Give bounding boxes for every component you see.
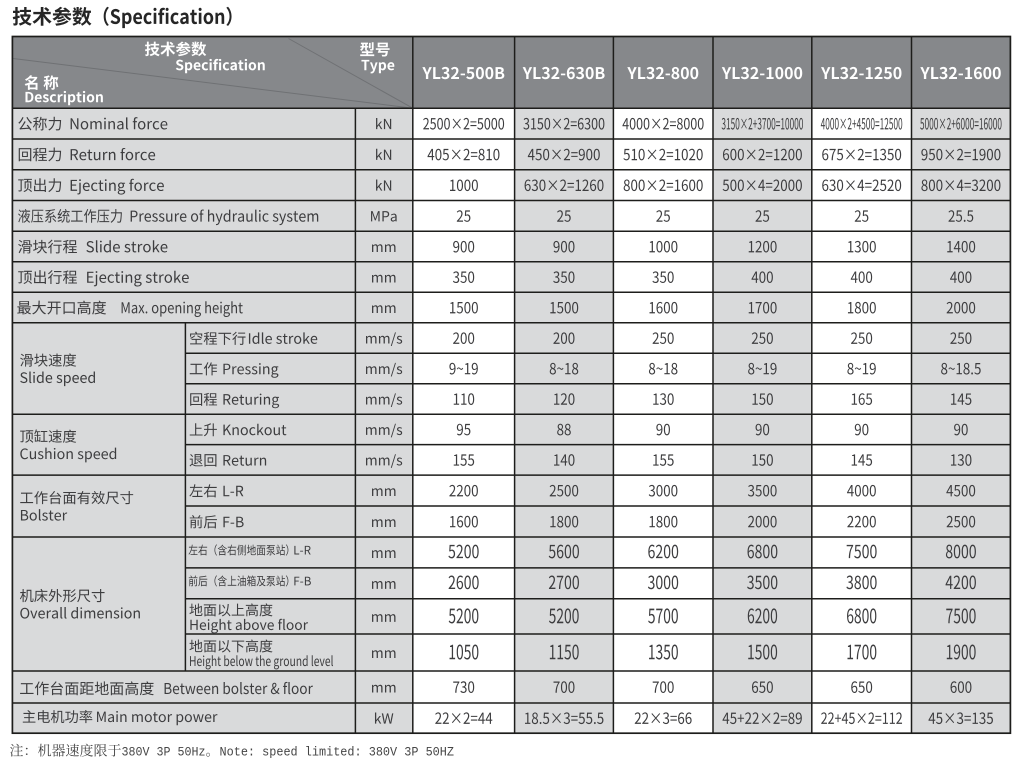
svg-text:Note: speed limited: 380V 3P 5: Note: speed limited: 380V 3P 50HZ <box>220 746 455 760</box>
svg-text:380V 3P 50Hz: 380V 3P 50Hz <box>122 746 206 760</box>
